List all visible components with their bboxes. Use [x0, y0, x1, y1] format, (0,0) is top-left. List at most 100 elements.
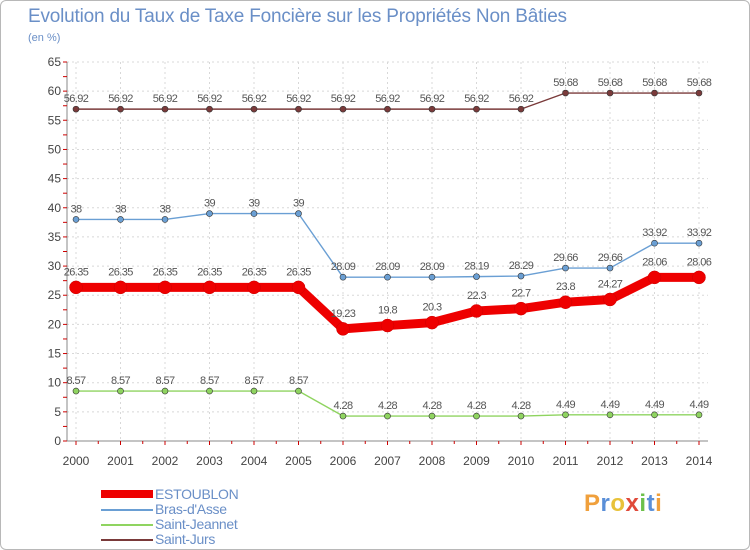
proxiti-logo: Proxiti [584, 490, 662, 518]
data-point-estoublon [692, 270, 706, 285]
data-label-bras-d-asse: 28.09 [331, 261, 356, 273]
data-point-saint-jeannet [473, 412, 480, 420]
data-point-estoublon [380, 318, 395, 333]
data-label-bras-d-asse: 39 [293, 198, 305, 210]
data-point-estoublon [558, 295, 573, 309]
data-label-saint-jurs: 56.92 [286, 93, 311, 105]
data-point-saint-jurs [161, 105, 169, 113]
data-point-estoublon [69, 280, 83, 295]
data-label-bras-d-asse: 38 [115, 203, 127, 215]
data-label-estoublon: 19.8 [378, 305, 397, 317]
data-point-saint-jeannet [428, 412, 436, 420]
logo-letter: i [639, 490, 647, 517]
data-point-bras-d-asse [295, 210, 302, 217]
data-point-estoublon [202, 280, 217, 295]
data-point-saint-jeannet [72, 387, 80, 395]
data-point-saint-jeannet [695, 411, 703, 419]
y-tick-label: 55 [48, 113, 62, 127]
logo-letter: t [646, 490, 656, 517]
data-label-saint-jurs: 56.92 [420, 93, 445, 105]
data-label-saint-jeannet: 4.28 [422, 400, 441, 412]
data-label-bras-d-asse: 29.66 [598, 252, 623, 264]
data-label-saint-jeannet: 8.57 [244, 375, 263, 387]
data-label-saint-jeannet: 4.49 [645, 399, 664, 411]
data-point-saint-jurs [651, 89, 658, 97]
data-label-saint-jeannet: 4.28 [378, 400, 397, 412]
data-label-bras-d-asse: 28.29 [509, 260, 534, 272]
x-tick-label: 2000 [63, 454, 90, 468]
x-tick-label: 2012 [597, 454, 624, 468]
data-label-estoublon: 28.06 [687, 256, 712, 268]
data-point-bras-d-asse [606, 264, 614, 272]
data-point-saint-jurs [517, 105, 525, 113]
logo-letter: r [600, 490, 611, 517]
x-tick-label: 2009 [463, 454, 490, 468]
chart-title: Evolution du Taux de Taxe Foncière sur l… [28, 6, 567, 27]
data-point-saint-jeannet [161, 387, 169, 395]
data-point-saint-jeannet [117, 387, 124, 395]
data-point-saint-jeannet [206, 387, 213, 395]
data-point-estoublon [336, 322, 350, 336]
y-tick-label: 40 [48, 201, 62, 215]
data-point-saint-jeannet [517, 412, 525, 420]
data-point-saint-jurs [206, 105, 213, 113]
data-label-bras-d-asse: 28.09 [375, 261, 400, 273]
data-label-saint-jeannet: 4.28 [467, 400, 486, 412]
data-point-saint-jurs [695, 89, 703, 97]
data-label-bras-d-asse: 38 [70, 203, 82, 215]
data-label-bras-d-asse: 29.66 [553, 252, 578, 264]
data-label-estoublon: 26.35 [64, 266, 89, 278]
legend-label-saint-jurs: Saint-Jurs [155, 531, 216, 547]
data-label-saint-jeannet: 8.57 [200, 375, 219, 387]
data-label-saint-jeannet: 4.28 [511, 400, 530, 412]
x-tick-label: 2010 [508, 454, 535, 468]
x-tick-label: 2001 [107, 454, 134, 468]
x-tick-label: 2011 [553, 454, 579, 468]
y-tick-label: 60 [48, 84, 62, 98]
data-label-saint-jeannet: 4.28 [333, 400, 352, 412]
data-point-saint-jeannet [295, 387, 302, 395]
legend-swatch-saint-jeannet [101, 524, 153, 526]
y-tick-label: 5 [54, 405, 61, 419]
data-label-estoublon: 26.35 [197, 266, 222, 278]
data-point-bras-d-asse [339, 273, 347, 281]
y-tick-label: 45 [48, 172, 62, 186]
y-tick-label: 50 [48, 142, 62, 156]
data-point-saint-jurs [117, 105, 124, 113]
data-point-saint-jeannet [384, 412, 391, 420]
data-point-bras-d-asse [206, 210, 213, 217]
y-tick-label: 35 [48, 230, 62, 244]
data-label-bras-d-asse: 33.92 [642, 227, 667, 239]
data-point-saint-jurs [339, 105, 347, 113]
data-point-saint-jurs [384, 105, 391, 113]
data-point-estoublon [291, 280, 306, 295]
data-point-saint-jurs [606, 89, 614, 97]
x-tick-label: 2014 [686, 454, 713, 468]
legend-label-bras-d-asse: Bras-d'Asse [155, 501, 227, 517]
y-tick-label: 65 [48, 55, 62, 69]
data-label-bras-d-asse: 39 [248, 198, 260, 210]
data-label-estoublon: 24.27 [598, 278, 623, 290]
data-label-saint-jeannet: 8.57 [155, 375, 174, 387]
data-point-saint-jurs [250, 105, 258, 113]
y-tick-label: 10 [48, 376, 62, 390]
data-point-saint-jurs [72, 105, 80, 113]
data-label-saint-jeannet: 8.57 [66, 375, 85, 387]
data-label-estoublon: 26.35 [242, 266, 267, 278]
data-label-saint-jeannet: 4.49 [556, 399, 575, 411]
legend-swatch-bras-d-asse [101, 509, 153, 511]
x-tick-label: 2004 [241, 454, 268, 468]
data-point-saint-jeannet [562, 411, 569, 419]
x-tick-label: 2006 [330, 454, 357, 468]
data-label-saint-jurs: 56.92 [464, 93, 489, 105]
data-label-saint-jeannet: 4.49 [689, 399, 708, 411]
data-label-estoublon: 19.23 [331, 308, 356, 320]
legend-swatch-estoublon [101, 490, 153, 498]
data-point-bras-d-asse [250, 210, 258, 217]
data-label-saint-jurs: 59.68 [642, 77, 667, 89]
data-point-bras-d-asse [562, 264, 569, 272]
data-label-estoublon: 22.7 [511, 288, 530, 300]
data-label-estoublon: 23.8 [556, 281, 575, 293]
